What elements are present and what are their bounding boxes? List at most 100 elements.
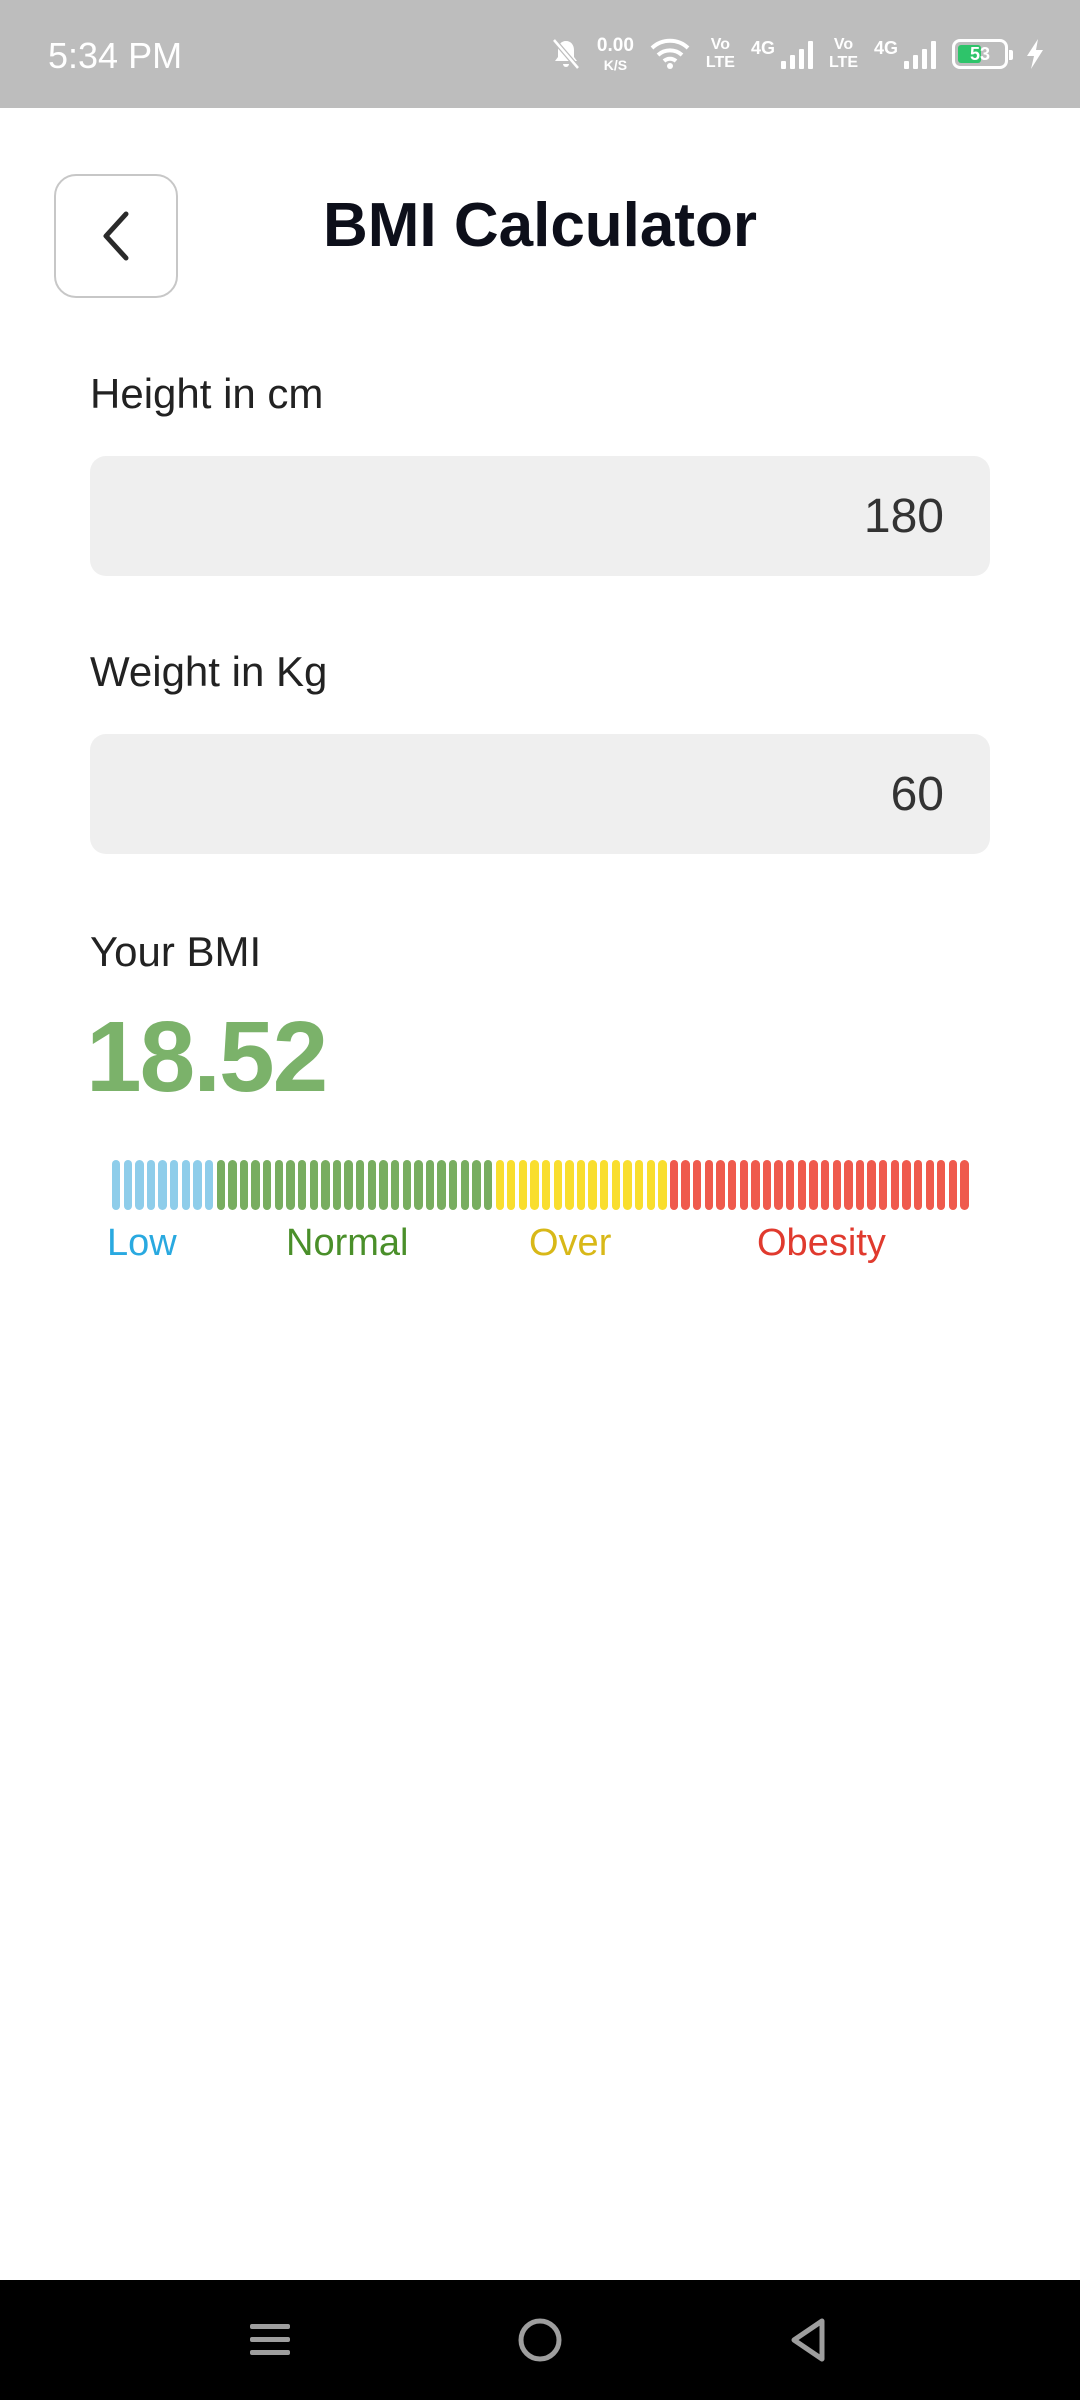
gauge-segment-over [611, 1160, 621, 1210]
battery-icon: 53 [952, 39, 1013, 69]
gauge-segment-normal [321, 1160, 330, 1210]
gauge-segment-obesity [902, 1160, 911, 1210]
weight-input[interactable] [90, 734, 990, 854]
gauge-segment-normal [309, 1160, 318, 1210]
bell-muted-icon [551, 38, 581, 70]
gauge-segment-obesity [867, 1160, 876, 1210]
battery-percent: 53 [969, 44, 991, 64]
back-triangle-icon [791, 2318, 825, 2362]
gauge-segment-over [507, 1160, 516, 1210]
navigation-bar [0, 2280, 1080, 2400]
gauge-segment-low [146, 1160, 156, 1210]
gauge-segment-over [588, 1160, 597, 1210]
status-time: 5:34 PM [48, 35, 183, 76]
status-icons: 0.00 K/S Vo LTE 4G Vo LTE 4G [551, 0, 1046, 108]
bmi-label: Your BMI [90, 928, 262, 975]
gauge-segment-low [170, 1160, 179, 1210]
gauge-segment-obesity [693, 1160, 702, 1210]
gauge-segment-normal [449, 1160, 458, 1210]
gauge-label-over: Over [529, 1222, 612, 1264]
gauge-segment-normal [437, 1160, 446, 1210]
height-label: Height in cm [90, 370, 324, 417]
gauge-segment-obesity [844, 1160, 853, 1210]
volte-indicator-2: Vo LTE [829, 37, 858, 71]
gauge-segment-obesity [832, 1160, 841, 1210]
gauge-segment-obesity [937, 1160, 946, 1210]
menu-button[interactable] [240, 2310, 300, 2370]
gauge-segment-over [658, 1160, 667, 1210]
gauge-segment-low [123, 1160, 132, 1210]
gauge-segment-obesity [704, 1160, 714, 1210]
gauge-label-obesity: Obesity [757, 1222, 886, 1264]
gauge-segment-normal [483, 1160, 493, 1210]
chevron-left-icon [103, 211, 129, 261]
gauge-segment-obesity [820, 1160, 830, 1210]
net-speed-value: 0.00 [596, 35, 634, 56]
gauge-segment-obesity [960, 1160, 969, 1210]
network-type: 4G [873, 38, 898, 58]
gauge-segment-obesity [855, 1160, 865, 1210]
gauge-segment-low [135, 1160, 144, 1210]
bmi-gauge [112, 1160, 972, 1210]
signal-icon: 4G [751, 39, 813, 69]
back-nav-button[interactable] [778, 2310, 838, 2370]
gauge-segment-low [204, 1160, 214, 1210]
gauge-segment-normal [344, 1160, 353, 1210]
gauge-segment-normal [414, 1160, 423, 1210]
gauge-segment-normal [379, 1160, 388, 1210]
gauge-segment-over [600, 1160, 609, 1210]
gauge-segment-obesity [739, 1160, 748, 1210]
gauge-segment-low [181, 1160, 191, 1210]
volte-top: Vo [833, 36, 854, 53]
gauge-segment-low [112, 1160, 121, 1210]
weight-label: Weight in Kg [90, 648, 328, 695]
gauge-label-normal: Normal [286, 1222, 409, 1264]
gauge-segment-obesity [925, 1160, 934, 1210]
gauge-segment-over [634, 1160, 644, 1210]
gauge-segment-obesity [786, 1160, 795, 1210]
gauge-segment-normal [297, 1160, 307, 1210]
signal-icon: 4G [874, 39, 936, 69]
gauge-segment-low [158, 1160, 167, 1210]
gauge-segment-obesity [890, 1160, 899, 1210]
net-speed-unit: K/S [603, 57, 628, 73]
gauge-label-low: Low [107, 1222, 177, 1264]
volte-bottom: LTE [705, 54, 735, 71]
gauge-segment-over [565, 1160, 574, 1210]
gauge-segment-obesity [669, 1160, 679, 1210]
gauge-segment-over [576, 1160, 586, 1210]
gauge-segment-over [623, 1160, 632, 1210]
gauge-segment-normal [263, 1160, 272, 1210]
gauge-segment-obesity [751, 1160, 760, 1210]
gauge-segment-over [646, 1160, 655, 1210]
gauge-segment-normal [356, 1160, 365, 1210]
height-input[interactable] [90, 456, 990, 576]
gauge-segment-normal [286, 1160, 295, 1210]
gauge-segment-normal [228, 1160, 237, 1210]
net-speed: 0.00 K/S [597, 36, 634, 72]
gauge-segment-obesity [797, 1160, 807, 1210]
back-button[interactable] [54, 174, 178, 298]
charging-icon [1024, 38, 1046, 70]
gauge-segment-obesity [809, 1160, 818, 1210]
volte-top: Vo [710, 36, 731, 53]
gauge-segment-obesity [913, 1160, 923, 1210]
gauge-segment-normal [367, 1160, 377, 1210]
gauge-segment-normal [390, 1160, 400, 1210]
bmi-value: 18.52 [86, 1001, 328, 1113]
gauge-segment-obesity [716, 1160, 725, 1210]
gauge-segment-normal [425, 1160, 435, 1210]
home-button[interactable] [510, 2310, 570, 2370]
gauge-segment-obesity [948, 1160, 958, 1210]
network-type: 4G [750, 38, 775, 58]
gauge-segment-normal [251, 1160, 260, 1210]
gauge-segment-normal [472, 1160, 481, 1210]
gauge-segment-normal [216, 1160, 225, 1210]
gauge-segment-obesity [762, 1160, 772, 1210]
home-circle-icon [518, 2318, 562, 2362]
gauge-segment-normal [402, 1160, 411, 1210]
gauge-segment-normal [332, 1160, 342, 1210]
volte-bottom: LTE [828, 54, 858, 71]
gauge-segment-normal [460, 1160, 469, 1210]
gauge-segment-obesity [681, 1160, 690, 1210]
